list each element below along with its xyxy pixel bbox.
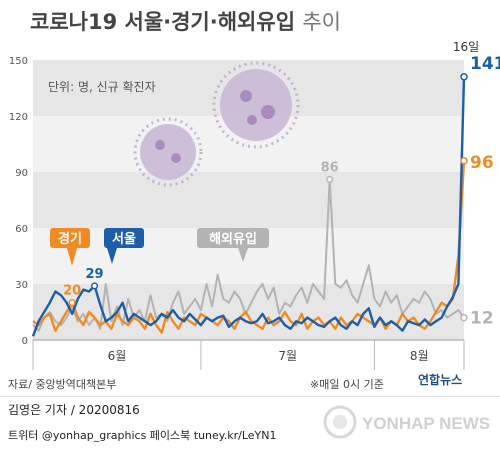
virus-illustration-small xyxy=(133,117,203,187)
date-annotation: 16일 xyxy=(453,40,479,54)
peak-point-seoul xyxy=(91,282,99,290)
y-tick-label: 30 xyxy=(15,280,28,291)
virus-illustration-large xyxy=(212,61,300,149)
peak-label-gyeonggi: 20 xyxy=(63,284,81,299)
month-label: 8월 xyxy=(410,349,429,363)
yonhap-logo-text: 연합뉴스 xyxy=(418,373,463,387)
end-point-seoul xyxy=(460,73,468,81)
y-tick-label: 90 xyxy=(15,168,28,179)
note-label: ※매일 0시 기준 xyxy=(310,378,384,391)
yonhap-news-text: YONHAP NEWS xyxy=(362,414,490,433)
grid-band xyxy=(33,172,464,228)
unit-label: 단위: 명, 신규 확진자 xyxy=(48,80,156,94)
social-links: 트위터 @yonhap_graphics 페이스북 tuney.kr/LeYN1 xyxy=(8,429,277,442)
month-label: 7월 xyxy=(278,349,297,363)
yonhap-globe-icon xyxy=(323,405,357,439)
legend-pointer-seoul xyxy=(107,248,117,264)
title-main: 코로나19 서울·경기·해외유입 xyxy=(30,10,296,34)
yonhap-news-watermark: YONHAP NEWS xyxy=(323,405,490,439)
peak-point-overseas xyxy=(326,175,334,184)
legend-label-seoul: 서울 xyxy=(112,231,136,247)
y-tick-label: 0 xyxy=(22,336,28,347)
yonhap-logo: 연합뉴스 xyxy=(418,371,462,388)
peak-label-overseas: 86 xyxy=(321,160,339,175)
title-sub: 추이 xyxy=(302,10,341,34)
reporter-credit: 김영은 기자 / 20200816 xyxy=(8,403,140,417)
peak-point-gyeonggi xyxy=(68,299,76,307)
end-label-overseas: 12 xyxy=(470,309,494,329)
legend-label-overseas: 해외유입 xyxy=(209,231,257,247)
end-label-gyeonggi: 96 xyxy=(470,153,494,173)
y-tick-label: 120 xyxy=(9,112,28,123)
footer xyxy=(0,396,500,454)
legend-label-gyeonggi: 경기 xyxy=(58,231,82,247)
series-line-seoul xyxy=(31,76,466,337)
end-point-gyeonggi xyxy=(460,157,468,165)
end-point-overseas xyxy=(460,313,468,322)
yonhap-globe-core-icon xyxy=(333,415,347,429)
peak-label-seoul: 29 xyxy=(86,267,104,282)
legend-pointer-gyeonggi xyxy=(67,248,77,266)
legend-pointer-overseas xyxy=(238,248,248,262)
legend-box-seoul xyxy=(104,228,144,248)
y-tick-label: 150 xyxy=(9,56,28,67)
page-title: 코로나19 서울·경기·해외유입 추이 xyxy=(30,6,341,36)
source-label: 자료/ 중앙방역대책본부 xyxy=(8,378,117,391)
series-line-overseas xyxy=(32,178,465,332)
y-tick-label: 60 xyxy=(15,224,28,235)
month-label: 6월 xyxy=(108,349,127,363)
end-label-seoul: 141 xyxy=(470,54,500,74)
legend-box-overseas xyxy=(197,228,269,248)
legend-box-gyeonggi xyxy=(50,228,90,248)
